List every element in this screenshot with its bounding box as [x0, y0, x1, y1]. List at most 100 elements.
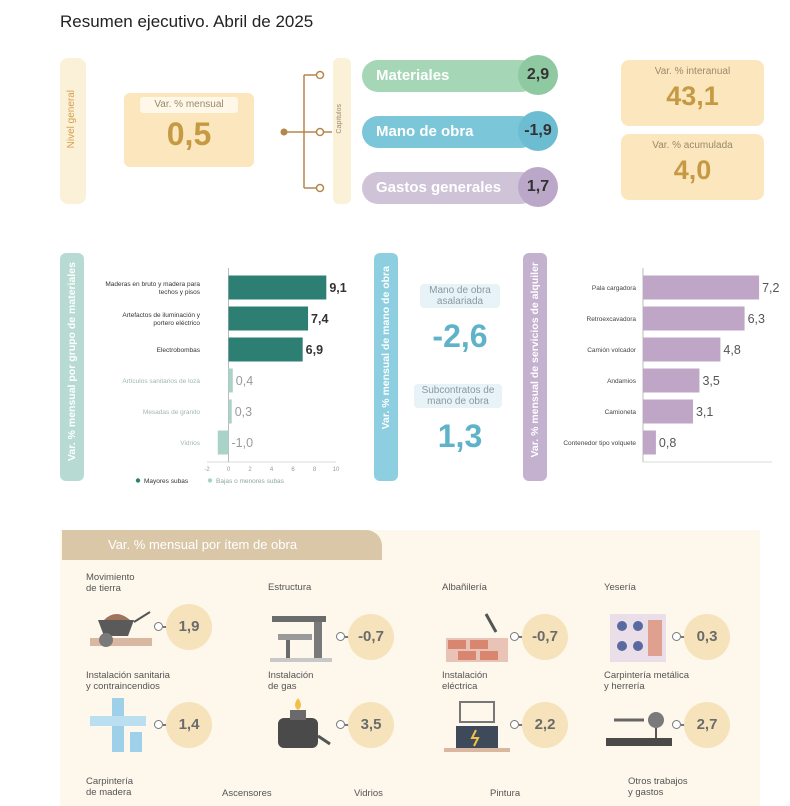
bar: [228, 306, 309, 331]
item-label: Carpintería metálica y herrería: [604, 670, 689, 692]
bar: [643, 275, 760, 300]
category-label: Andamios: [607, 378, 637, 385]
connector-dot: [336, 720, 345, 729]
connector-dot: [154, 720, 163, 729]
acumulada-card: Var. % acumulada 4,0: [621, 134, 764, 200]
item-label-line1: Instalación: [442, 670, 488, 681]
capitulo-mano-de-obra-value: -1,9: [518, 111, 558, 151]
subcontratos-value: 1,3: [437, 418, 483, 454]
nivel-general-band: [60, 58, 86, 204]
bar: [643, 399, 693, 424]
item-value: 2,7: [684, 702, 730, 748]
capitulos-connector: [280, 70, 332, 193]
wheelbarrow-icon: [90, 611, 152, 647]
item-label: Estructura: [268, 582, 311, 593]
category-label: Contenedor tipo volquete: [563, 440, 636, 447]
data-label: 3,5: [702, 374, 719, 388]
category-label: Retroexcavadora: [587, 316, 637, 323]
item-label-line1: Instalación sanitaria: [86, 670, 170, 681]
subcontratos-label: Subcontratos de mano de obra: [414, 384, 502, 408]
category-label: Artefactos de iluminación y portero eléct…: [122, 312, 200, 327]
tick-label: 4: [270, 467, 274, 473]
bar: [643, 306, 745, 331]
item-label-line1: Carpintería: [86, 776, 133, 787]
item-label-line1: Yesería: [604, 582, 636, 593]
data-label: 9,1: [329, 281, 346, 295]
item-label: Instalación eléctrica: [442, 670, 487, 692]
category-label: Artículos sanitarios de loza: [122, 378, 200, 385]
category-label: Vidrios: [180, 440, 201, 447]
data-label: 6,9: [306, 343, 323, 357]
category-label: Pala cargadora: [592, 285, 636, 292]
legend-swatch: [135, 478, 141, 483]
bar: [228, 275, 327, 300]
data-label: 7,4: [311, 312, 328, 326]
gas-cylinder-icon: [278, 698, 331, 748]
item-vidrios-label: Vidrios: [354, 788, 383, 799]
connector-dot: [672, 632, 681, 641]
data-label: 0,4: [236, 374, 253, 388]
legend-label: Mayores subas: [144, 478, 189, 485]
category-label: Camión volcador: [587, 347, 637, 354]
structure-icon: [270, 616, 332, 662]
capitulo-mano-de-obra: Mano de obra: [362, 116, 537, 148]
bar: [228, 368, 233, 393]
materiales-side-label: Var. % mensual por grupo de materiales: [66, 262, 78, 461]
item-label-line1: Estructura: [268, 582, 312, 593]
data-label: 4,8: [723, 343, 740, 357]
tick-label: 6: [291, 467, 295, 473]
item-label-line2: y herrería: [604, 681, 645, 692]
interanual-card: Var. % interanual 43,1: [621, 60, 764, 126]
data-label: -1,0: [232, 436, 254, 450]
connector-dot: [510, 632, 519, 641]
item-label-line2: y contraincendios: [86, 681, 160, 692]
connector-dot: [154, 622, 163, 631]
acumulada-value: 4,0: [673, 155, 712, 185]
data-label: 6,3: [748, 312, 765, 326]
data-label: 7,2: [762, 281, 779, 295]
alquiler-side-label: Var. % mensual de servicios de alquiler: [529, 262, 541, 458]
connector-dot: [672, 720, 681, 729]
bar: [228, 337, 303, 362]
item-label-line2: de gas: [268, 681, 297, 692]
item-label: Movimiento de tierra: [86, 572, 135, 594]
capitulo-materiales-value: 2,9: [518, 55, 558, 95]
item-pintura-label: Pintura: [490, 788, 521, 799]
capitulo-gastos-generales-value: 1,7: [518, 167, 558, 207]
acumulada-label: Var. % acumulada: [652, 140, 733, 151]
item-value: 1,4: [166, 702, 212, 748]
asalariada-value: -2,6: [432, 318, 488, 354]
plaster-icon: [610, 614, 666, 662]
connector-dot: [336, 632, 345, 641]
category-label: Maderas en bruto y madera para techos y p…: [105, 281, 200, 296]
item-label-line2: de madera: [86, 787, 132, 798]
item-carpinteria-madera-label: Carpintería de madera: [86, 776, 133, 798]
item-value: -0,7: [348, 614, 394, 660]
item-value: 3,5: [348, 702, 394, 748]
item-label-line1: Albañilería: [442, 582, 487, 593]
item-ascensores-label: Ascensores: [222, 788, 272, 799]
bar: [643, 430, 656, 455]
nivel-general-label: Nivel general: [66, 90, 77, 149]
item-label-line1: Otros trabajos: [628, 776, 688, 787]
interanual-value: 43,1: [666, 81, 719, 111]
mano-de-obra-side-label: Var. % mensual de mano de obra: [380, 266, 392, 430]
category-label: Camioneta: [605, 409, 637, 416]
tick-label: -2: [204, 467, 210, 473]
alquiler-bar-chart: 7,2 Pala cargadora 6,3 Retroexcavadora 4,8 Ca…: [563, 268, 780, 463]
item-value: 1,9: [166, 604, 212, 650]
item-value: -0,7: [522, 614, 568, 660]
item-label-line2: y gastos: [628, 787, 664, 798]
materiales-bar-chart: 9,1 Maderas en bruto y madera para techos …: [105, 268, 347, 485]
data-label: 3,1: [696, 405, 713, 419]
page-title: Resumen ejecutivo. Abril de 2025: [60, 12, 314, 31]
mensual-value: 0,5: [166, 116, 212, 152]
alquiler-band: [523, 253, 547, 481]
capitulo-gastos-generales: Gastos generales: [362, 172, 537, 204]
connector-dot: [510, 720, 519, 729]
item-value: 2,2: [522, 702, 568, 748]
pipes-icon: [90, 698, 146, 752]
items-header: Var. % mensual por ítem de obra: [62, 530, 382, 560]
tick-label: 0: [227, 467, 231, 473]
item-label: Instalación de gas: [268, 670, 313, 692]
